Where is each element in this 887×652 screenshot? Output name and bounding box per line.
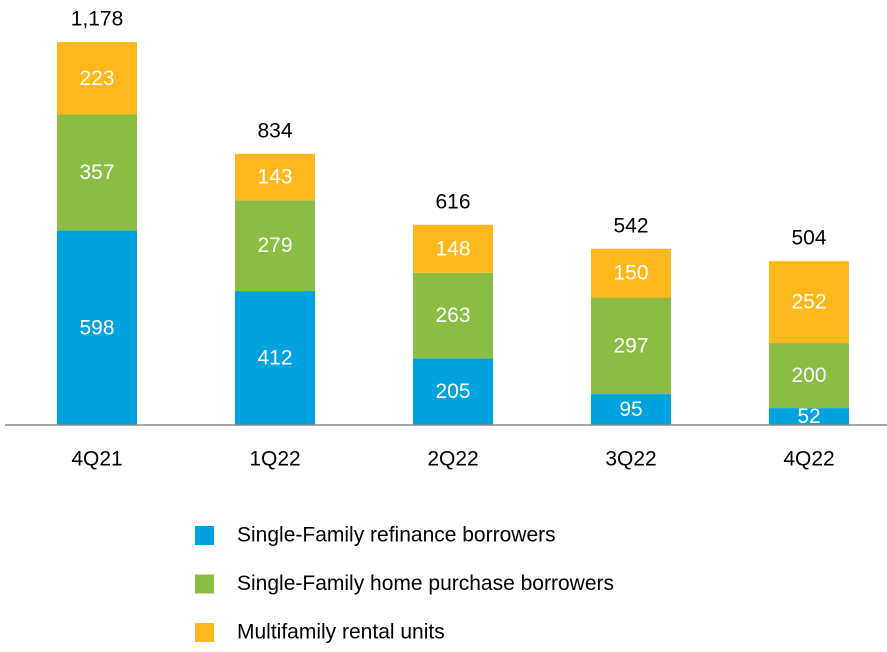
segment-label: 598 (79, 316, 114, 339)
bar-segment (591, 248, 671, 298)
bar-segment (769, 408, 849, 425)
segment-label: 150 (613, 262, 648, 285)
bar-segment (413, 358, 493, 425)
segment-label: 200 (791, 364, 826, 387)
segment-label: 223 (79, 67, 114, 90)
legend-swatch (195, 526, 214, 545)
legend-swatch (195, 623, 214, 642)
x-tick-label: 2Q22 (427, 448, 478, 471)
segment-label: 143 (257, 166, 292, 189)
segment-label: 412 (257, 347, 292, 370)
bar-segment (235, 153, 315, 201)
bar-segment (57, 42, 137, 115)
bar-segment (235, 291, 315, 425)
segment-label: 263 (435, 304, 470, 327)
bar-segment (57, 230, 137, 425)
segment-label: 148 (435, 237, 470, 260)
x-tick-label: 4Q21 (71, 448, 122, 471)
bar-segment (57, 114, 137, 231)
bar-segment (591, 297, 671, 395)
bar-segment (413, 224, 493, 273)
total-label: 834 (257, 119, 292, 142)
x-tick-label: 3Q22 (605, 448, 656, 471)
bar-segment (413, 272, 493, 359)
total-label: 616 (435, 190, 470, 213)
segment-label: 357 (79, 161, 114, 184)
bar-segment (591, 394, 671, 425)
bar-segment (769, 261, 849, 344)
segment-label: 252 (791, 291, 826, 314)
legend-label: Multifamily rental units (237, 621, 445, 644)
bar-segment (235, 200, 315, 292)
segment-label: 297 (613, 334, 648, 357)
legend-label: Single-Family refinance borrowers (237, 524, 556, 547)
legend-swatch (195, 574, 214, 594)
bar-segment (769, 343, 849, 409)
x-tick-label: 4Q22 (783, 448, 834, 471)
segment-label: 52 (797, 405, 820, 428)
total-label: 542 (613, 214, 648, 237)
total-label: 1,178 (71, 8, 124, 31)
segment-label: 279 (257, 234, 292, 257)
segment-label: 95 (619, 398, 642, 421)
legend-label: Single-Family home purchase borrowers (237, 572, 614, 595)
total-label: 504 (791, 227, 826, 250)
x-tick-label: 1Q22 (249, 448, 300, 471)
segment-label: 205 (435, 380, 470, 403)
